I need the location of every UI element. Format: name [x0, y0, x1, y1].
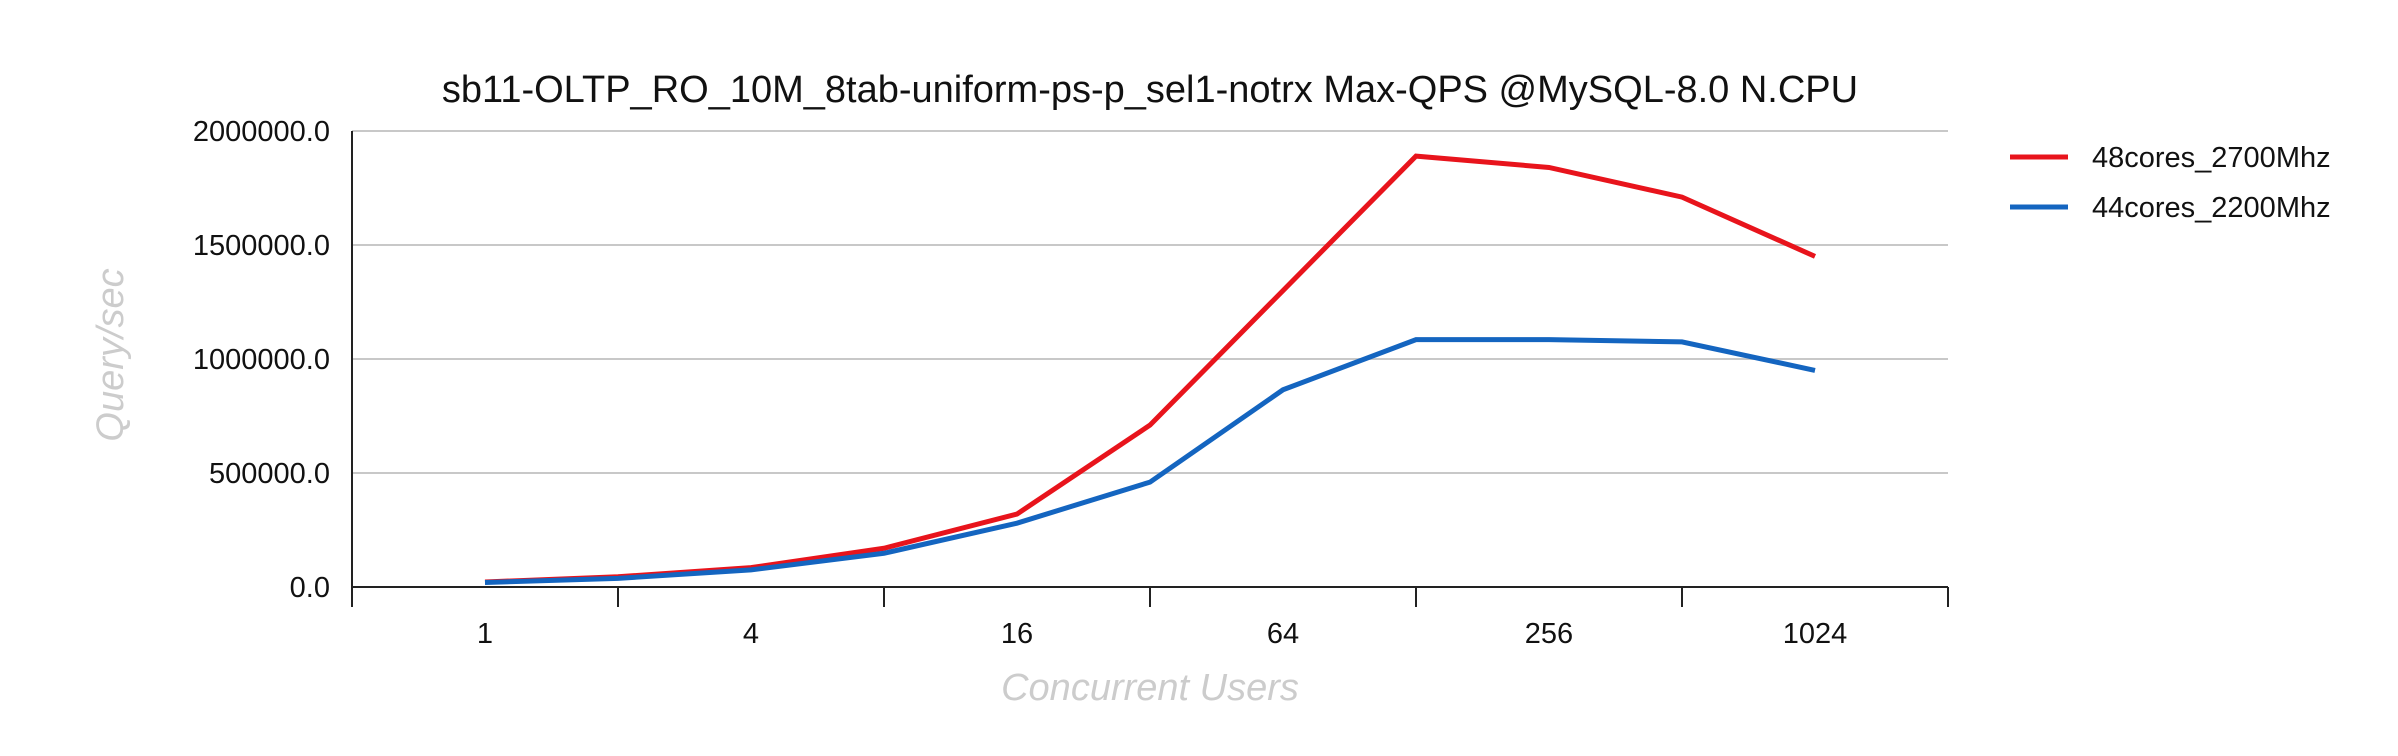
chart-title: sb11-OLTP_RO_10M_8tab-uniform-ps-p_sel1-…: [442, 69, 1858, 111]
series-line-48cores_2700Mhz: [484, 153, 1817, 585]
y-tick-label: 500000.0: [209, 458, 330, 490]
grid-lines: [352, 130, 1948, 474]
x-tick-label: 1024: [1783, 618, 1848, 650]
x-tick-label: 4: [743, 618, 759, 650]
legend: 48cores_2700Mhz 44cores_2200Mhz: [2010, 142, 2331, 224]
x-tick-label: 64: [1267, 618, 1299, 650]
x-tick-label: 256: [1525, 618, 1573, 650]
y-tick-label: 0.0: [290, 572, 330, 604]
legend-label: 44cores_2200Mhz: [2092, 192, 2331, 224]
x-tick-label: 1: [477, 618, 493, 650]
series-lines: [484, 153, 1817, 585]
y-tick-label: 2000000.0: [193, 116, 330, 148]
x-tick-label: 16: [1001, 618, 1033, 650]
series-line-44cores_2200Mhz: [484, 337, 1816, 585]
y-tick-label: 1500000.0: [193, 230, 330, 262]
x-axis-label: Concurrent Users: [1001, 667, 1299, 709]
y-axis-label: Query/sec: [90, 268, 132, 441]
axes: 0.0 500000.0 1000000.0 1500000.0 2000000.0 1 4…: [193, 116, 1949, 650]
legend-label: 48cores_2700Mhz: [2092, 142, 2331, 174]
y-tick-label: 1000000.0: [193, 344, 330, 376]
